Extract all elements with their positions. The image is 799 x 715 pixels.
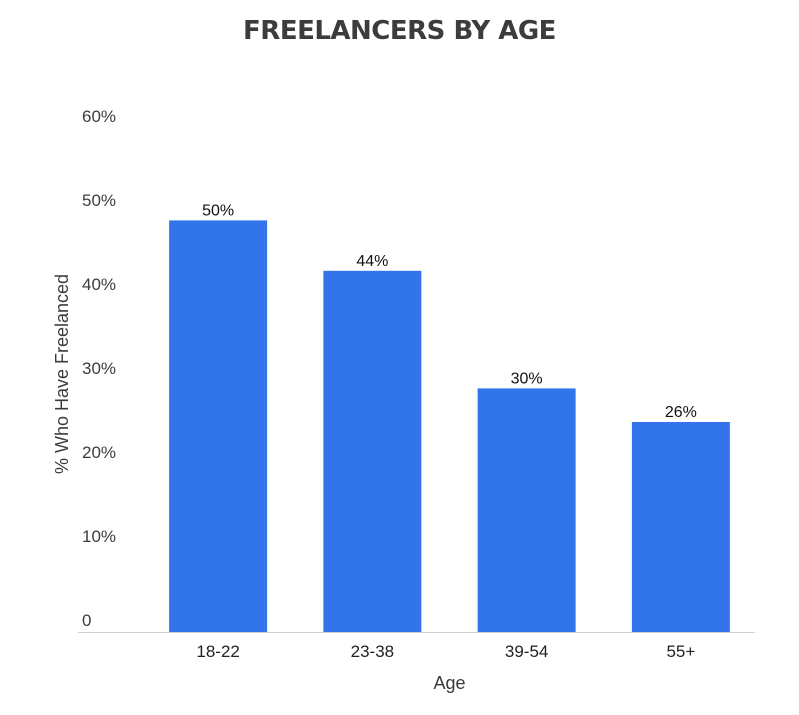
data-label: 26% [665,404,697,421]
y-tick-label: 20% [82,443,116,462]
y-tick-label: 30% [82,359,116,378]
y-axis: 0 10% 20% 30% 40% 50% 60% [82,107,116,630]
x-tick-label: 39-54 [505,642,548,661]
y-axis-label: % Who Have Freelanced [52,274,72,474]
bars [169,220,730,632]
data-label: 44% [356,253,388,270]
bar [477,388,576,632]
bar [323,270,422,632]
y-tick-label: 60% [82,107,116,126]
y-tick-label: 40% [82,275,116,294]
data-label: 30% [511,370,543,387]
data-label: 50% [202,202,234,219]
bar [631,422,730,632]
x-axis: 18-22 23-38 39-54 55+ [196,642,695,661]
chart-title: FREELANCERS BY AGE [243,16,556,46]
x-axis-label: Age [433,673,465,693]
data-labels: 50% 44% 30% 26% [202,202,697,421]
y-tick-label: 50% [82,191,116,210]
y-tick-label: 0 [82,611,91,630]
x-tick-label: 23-38 [351,642,394,661]
x-tick-label: 18-22 [196,642,239,661]
bar [169,220,268,632]
x-tick-label: 55+ [666,642,695,661]
y-tick-label: 10% [82,527,116,546]
